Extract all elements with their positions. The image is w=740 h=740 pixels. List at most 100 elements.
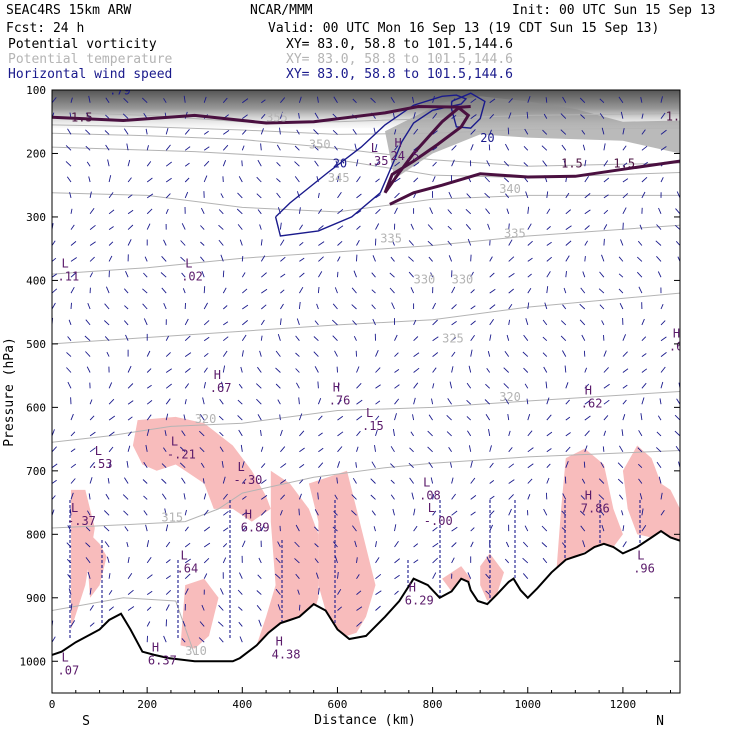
wind-vector	[164, 508, 167, 516]
wind-vector	[641, 525, 647, 532]
wind-vector	[202, 397, 205, 405]
wind-vector	[394, 145, 399, 151]
wind-vector	[299, 464, 305, 469]
wind-vector	[641, 145, 648, 151]
wind-vector	[430, 477, 434, 484]
wind-vector	[203, 96, 207, 103]
wind-vector	[584, 193, 591, 199]
wind-vector	[489, 304, 496, 310]
wind-vector	[280, 494, 286, 500]
x-tick-label: 1000	[515, 698, 542, 711]
wind-vector	[451, 337, 456, 342]
wind-vector	[108, 209, 115, 215]
wind-vector	[145, 444, 148, 452]
wind-vector	[103, 510, 110, 516]
wind-vector	[675, 241, 680, 246]
wind-vector	[507, 414, 510, 421]
wind-vector	[428, 414, 433, 421]
hl-letter: L	[62, 650, 69, 664]
wind-vector	[332, 335, 338, 342]
wind-vector	[313, 129, 319, 135]
wind-vector	[52, 97, 57, 103]
wind-vector	[508, 430, 511, 437]
hl-letter: H	[585, 488, 592, 502]
wind-vector	[337, 431, 344, 437]
wind-vector	[203, 175, 208, 183]
wind-vector	[583, 461, 586, 468]
wind-vector	[298, 96, 302, 103]
wind-vector	[371, 272, 376, 278]
wind-vector	[222, 160, 227, 167]
wind-vector	[70, 620, 76, 627]
wind-vector	[203, 542, 211, 548]
wind-vector	[161, 478, 167, 484]
wind-vector	[337, 225, 344, 230]
wind-vector	[103, 525, 110, 532]
wind-vector	[546, 477, 550, 484]
wind-vector	[165, 161, 172, 167]
legend-label-horizontal-wind-speed: Horizontal wind speed	[8, 67, 172, 82]
wind-vector	[622, 128, 625, 135]
wind-vector	[565, 209, 571, 215]
wind-vector	[52, 479, 57, 484]
wind-vector	[526, 398, 529, 405]
wind-vector	[222, 305, 228, 310]
contour-value-label: 1.5	[71, 111, 93, 125]
wind-vector	[145, 524, 148, 532]
wind-vector	[106, 556, 110, 564]
hl-value: 6.37	[148, 654, 177, 668]
wind-vector	[584, 400, 591, 405]
wind-vector	[639, 493, 643, 500]
wind-vector	[296, 318, 300, 326]
plot-frame	[51, 89, 681, 694]
wind-vector	[239, 636, 243, 643]
wind-vector	[165, 177, 172, 183]
wind-vector	[636, 271, 643, 278]
wind-vector	[277, 541, 281, 548]
wind-vector	[260, 319, 265, 326]
contour-value-label: 325	[442, 332, 464, 346]
hl-value: .62	[581, 397, 603, 411]
wind-vector	[280, 479, 287, 484]
wind-vector	[259, 224, 262, 230]
wind-vector	[143, 318, 148, 326]
wind-vector	[523, 145, 529, 151]
wind-vector	[375, 415, 380, 421]
contour-value-label: 1.5	[561, 156, 583, 170]
wind-vector	[484, 176, 491, 183]
wind-vector	[141, 97, 148, 104]
wind-vector	[622, 399, 627, 405]
wind-vector	[375, 367, 381, 373]
hl-letter: L	[423, 476, 430, 490]
wind-vector	[353, 270, 357, 278]
wind-vector	[238, 621, 243, 627]
wind-vector	[337, 192, 342, 199]
wind-vector	[618, 288, 624, 294]
wind-vector	[546, 191, 549, 198]
wind-vector	[259, 350, 262, 357]
wind-vector	[371, 461, 376, 468]
wind-vector	[447, 225, 452, 230]
wind-vector	[375, 573, 382, 580]
wind-vector	[451, 321, 457, 326]
wind-vector	[334, 556, 338, 564]
wind-vector	[353, 336, 357, 341]
wind-vector	[52, 371, 53, 373]
wind-vector	[70, 478, 76, 484]
wind-vector	[470, 495, 477, 500]
upper-pv-shading	[52, 90, 680, 179]
wind-vector	[337, 446, 343, 453]
wind-vector	[541, 542, 548, 548]
wind-vector	[356, 606, 363, 611]
wind-vector	[638, 286, 643, 294]
wind-vector	[261, 288, 268, 294]
wind-vector	[125, 334, 129, 341]
wind-vector	[390, 494, 395, 500]
wind-vector	[88, 176, 91, 183]
wind-vector	[601, 524, 605, 532]
wind-vector	[337, 240, 343, 246]
wind-vector	[375, 429, 378, 437]
wind-vector	[432, 176, 436, 183]
wind-vector	[299, 430, 305, 437]
wind-vector	[260, 429, 262, 436]
